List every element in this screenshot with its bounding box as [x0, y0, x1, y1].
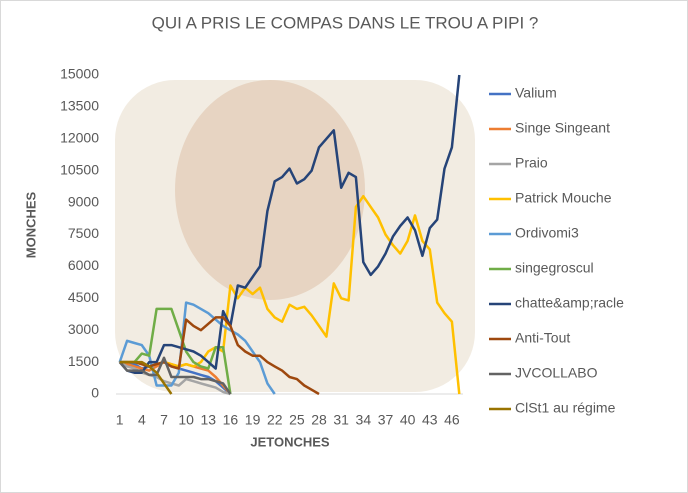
- y-tick-label: 9000: [68, 193, 99, 209]
- x-axis-title: JETONCHES: [250, 434, 330, 449]
- series-line: [119, 316, 320, 396]
- y-tick-label: 13500: [60, 98, 99, 114]
- background-face: [175, 80, 365, 300]
- x-tick-label: 37: [378, 412, 394, 428]
- x-tick-label: 7: [160, 412, 168, 428]
- y-tick-label: 7500: [68, 225, 99, 241]
- x-tick-label: 31: [333, 412, 349, 428]
- x-tick-label: 13: [200, 412, 216, 428]
- y-tick-label: 1500: [68, 353, 99, 369]
- series-line: [119, 360, 173, 395]
- background-photo: [115, 80, 475, 392]
- y-tick-label: 4500: [68, 289, 99, 305]
- legend-label: Singe Singeant: [515, 120, 610, 136]
- y-tick-label: 15000: [60, 66, 99, 82]
- x-tick-label: 34: [356, 412, 372, 428]
- legend-label: singegroscul: [515, 260, 594, 276]
- x-tick-label: 1: [116, 412, 124, 428]
- legend-label: Praio: [515, 155, 548, 171]
- legend-label: Anti-Tout: [515, 330, 570, 346]
- x-tick-label: 43: [422, 412, 438, 428]
- x-tick-label: 22: [267, 412, 283, 428]
- legend-label: Valium: [515, 85, 557, 101]
- x-tick-label: 4: [138, 412, 146, 428]
- series-line: [119, 307, 232, 395]
- y-tick-label: 0: [91, 385, 99, 401]
- series-line: [118, 301, 276, 395]
- legend-label: Patrick Mouche: [515, 190, 612, 206]
- y-tick-label: 10500: [60, 161, 99, 177]
- legend-label: Ordivomi3: [515, 225, 579, 241]
- x-tick-label: 25: [289, 412, 305, 428]
- y-axis-title: MONCHES: [23, 191, 38, 258]
- x-tick-label: 40: [400, 412, 416, 428]
- legend-label: JVCOLLABO: [515, 365, 598, 381]
- y-tick-label: 6000: [68, 257, 99, 273]
- x-tick-label: 28: [311, 412, 327, 428]
- x-tick-label: 19: [245, 412, 261, 428]
- x-tick-label: 10: [178, 412, 194, 428]
- x-tick-label: 16: [223, 412, 239, 428]
- y-tick-label: 12000: [60, 130, 99, 146]
- series-line: [118, 356, 232, 395]
- y-tick-label: 3000: [68, 321, 99, 337]
- series-line: [118, 74, 461, 374]
- x-tick-label: 46: [444, 412, 460, 428]
- series-line: [119, 194, 461, 395]
- chart-title: QUI A PRIS LE COMPAS DANS LE TROU A PIPI…: [152, 13, 539, 32]
- legend-label: ClSt1 au régime: [515, 400, 616, 416]
- legend-label: chatte&amp;racle: [515, 295, 624, 311]
